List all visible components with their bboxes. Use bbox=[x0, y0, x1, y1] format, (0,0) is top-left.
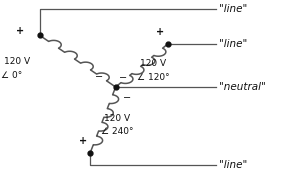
Text: +: + bbox=[16, 26, 24, 36]
Text: 120 V: 120 V bbox=[104, 114, 130, 122]
Text: +: + bbox=[156, 27, 164, 37]
Text: "line": "line" bbox=[219, 39, 247, 49]
Text: ∠ 0°: ∠ 0° bbox=[1, 71, 22, 80]
Text: 120 V: 120 V bbox=[140, 59, 166, 68]
Text: "line": "line" bbox=[219, 4, 247, 14]
Text: ∠ 120°: ∠ 120° bbox=[136, 73, 169, 82]
Text: −: − bbox=[95, 72, 103, 82]
Text: −: − bbox=[123, 93, 131, 103]
Text: ∠ 240°: ∠ 240° bbox=[101, 127, 133, 136]
Text: −: − bbox=[119, 73, 127, 82]
Text: +: + bbox=[79, 136, 87, 145]
Text: "neutral": "neutral" bbox=[219, 82, 266, 92]
Text: "line": "line" bbox=[219, 160, 247, 170]
Text: 120 V: 120 V bbox=[4, 57, 30, 66]
